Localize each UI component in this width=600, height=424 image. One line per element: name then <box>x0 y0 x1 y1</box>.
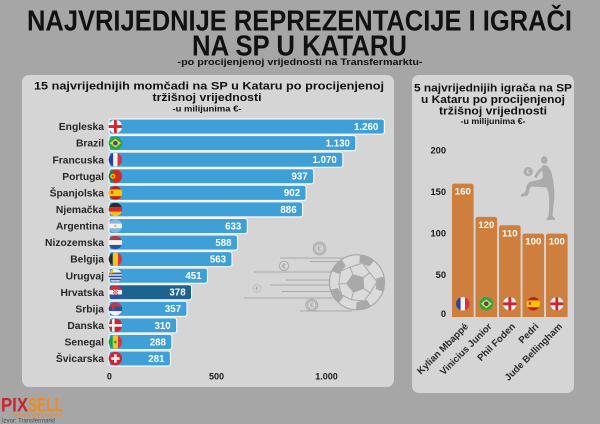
svg-text:Brazil: Brazil <box>76 139 104 150</box>
svg-text:SELL: SELL <box>28 395 63 417</box>
svg-text:€: € <box>318 246 322 253</box>
svg-text:Njemačka: Njemačka <box>56 205 104 216</box>
svg-text:1.130: 1.130 <box>326 139 350 150</box>
svg-text:€: € <box>282 263 286 270</box>
svg-text:Argentina: Argentina <box>56 222 104 233</box>
svg-text:Portugal: Portugal <box>62 172 104 183</box>
svg-text:357: 357 <box>165 304 181 315</box>
svg-text:Nizozemska: Nizozemska <box>45 238 104 249</box>
svg-text:100: 100 <box>430 229 446 239</box>
svg-text:633: 633 <box>225 221 242 232</box>
svg-text:NAJVRIJEDNIJE REPREZENTACIJE I: NAJVRIJEDNIJE REPREZENTACIJE I IGRAČI <box>27 4 572 38</box>
svg-text:500: 500 <box>209 372 224 382</box>
svg-text:150: 150 <box>430 187 446 197</box>
svg-text:110: 110 <box>502 228 517 239</box>
svg-text:378: 378 <box>169 288 186 299</box>
svg-text:Belgija: Belgija <box>70 255 104 266</box>
svg-text:120: 120 <box>478 220 494 231</box>
svg-text:1.260: 1.260 <box>354 122 378 133</box>
svg-text:€: € <box>255 287 259 293</box>
svg-text:Senegal: Senegal <box>65 338 105 349</box>
svg-text:160: 160 <box>455 187 471 198</box>
svg-text:281: 281 <box>148 354 165 365</box>
svg-text:PIX: PIX <box>1 395 28 417</box>
svg-text:u Kataru po procijenjenoj: u Kataru po procijenjenoj <box>421 94 565 106</box>
svg-text:50: 50 <box>436 270 446 280</box>
svg-text:Urugvaj: Urugvaj <box>66 271 104 282</box>
svg-text:563: 563 <box>210 255 227 266</box>
svg-text:1.000: 1.000 <box>315 372 338 382</box>
svg-text:Danska: Danska <box>67 321 104 332</box>
svg-text:100: 100 <box>549 237 565 248</box>
svg-text:5 najvrijednijih igrača na SP: 5 najvrijednijih igrača na SP <box>414 83 572 95</box>
svg-text:€: € <box>310 302 314 309</box>
svg-text:0: 0 <box>441 309 446 319</box>
svg-text:tržišnoj vrijednosti: tržišnoj vrijednosti <box>439 106 547 118</box>
svg-text:Srbija: Srbija <box>75 304 104 315</box>
svg-text:0: 0 <box>107 372 112 382</box>
svg-text:PHOTO & VIDEO AGENCY: PHOTO & VIDEO AGENCY <box>12 414 63 418</box>
svg-text:451: 451 <box>185 271 202 282</box>
svg-text:tržišnoj vrijednosti: tržišnoj vrijednosti <box>153 92 262 104</box>
svg-text:-po procijenjenoj vrijednosti: -po procijenjenoj vrijednosti na Transfe… <box>178 57 423 68</box>
svg-text:Engleska: Engleska <box>59 122 104 133</box>
svg-text:Izvor: Transfermarkt: Izvor: Transfermarkt <box>2 418 55 424</box>
svg-text:-u milijunima €-: -u milijunima €- <box>173 104 242 113</box>
svg-text:Hrvatska: Hrvatska <box>60 288 104 299</box>
svg-text:886: 886 <box>280 205 297 216</box>
svg-text:1.070: 1.070 <box>313 155 337 166</box>
svg-text:588: 588 <box>215 238 232 249</box>
svg-text:937: 937 <box>292 172 308 183</box>
svg-text:Francuska: Francuska <box>52 155 104 166</box>
svg-text:-u milijunima €-: -u milijunima €- <box>461 117 526 126</box>
svg-text:Španjolska: Španjolska <box>50 186 105 199</box>
svg-text:€: € <box>526 169 530 176</box>
svg-text:100: 100 <box>525 237 541 248</box>
svg-text:NA SP U KATARU: NA SP U KATARU <box>192 31 407 63</box>
svg-text:288: 288 <box>150 337 167 348</box>
svg-text:902: 902 <box>284 188 300 199</box>
svg-text:Švicarska: Švicarska <box>56 352 104 365</box>
svg-text:310: 310 <box>155 321 171 332</box>
svg-text:200: 200 <box>430 145 446 155</box>
svg-text:15 najvrijednijih momčadi na S: 15 najvrijednijih momčadi na SP u Kataru… <box>34 80 384 92</box>
